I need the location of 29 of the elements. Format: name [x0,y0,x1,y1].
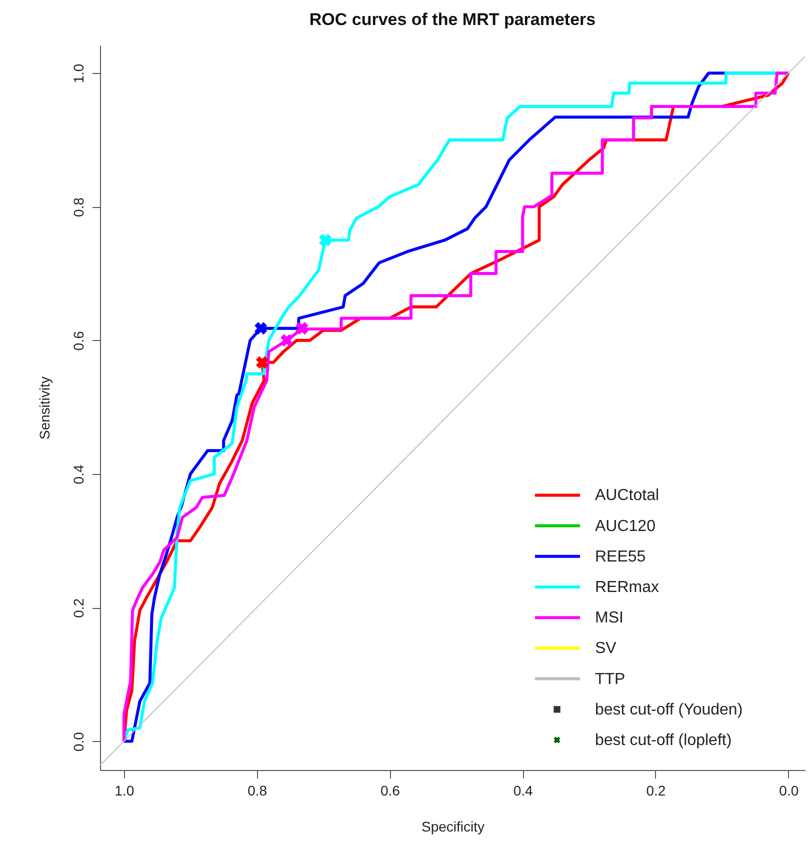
x-tick-label: 1.0 [114,782,134,798]
x-tick-label: 0.4 [513,782,534,798]
y-tick-label: 0.8 [70,197,86,217]
x-tick-label: 0.8 [248,782,268,798]
x-axis-title: Specificity [421,818,485,834]
y-tick-label: 0.0 [70,732,86,752]
legend-label: best cut-off (lopleft) [595,732,732,749]
y-tick-label: 0.2 [70,598,86,618]
y-tick-label: 1.0 [70,64,86,84]
y-axis-title: Sensitivity [36,376,52,440]
legend-label: TTP [595,670,626,688]
point [318,234,332,246]
legend-label: best cut-off (Youden) [595,701,743,718]
chart-title: ROC curves of the MRT parameters [309,10,596,29]
point [296,322,308,335]
x-tick-label: 0.0 [779,782,799,798]
legend-label: AUC120 [595,518,656,535]
point [256,356,268,369]
legend-label: REE55 [595,548,646,566]
y-tick-label: 0.6 [70,330,86,351]
x-tick-label: 0.6 [380,782,400,798]
legend-label: MSI [595,610,624,627]
y-tick-label: 0.4 [70,464,86,484]
point [254,322,268,335]
x-tick-label: 0.2 [646,782,666,798]
point [280,334,293,347]
legend-label: RERmax [595,579,660,596]
legend-label: SV [595,640,617,658]
legend-label: AUCtotal [595,487,660,504]
